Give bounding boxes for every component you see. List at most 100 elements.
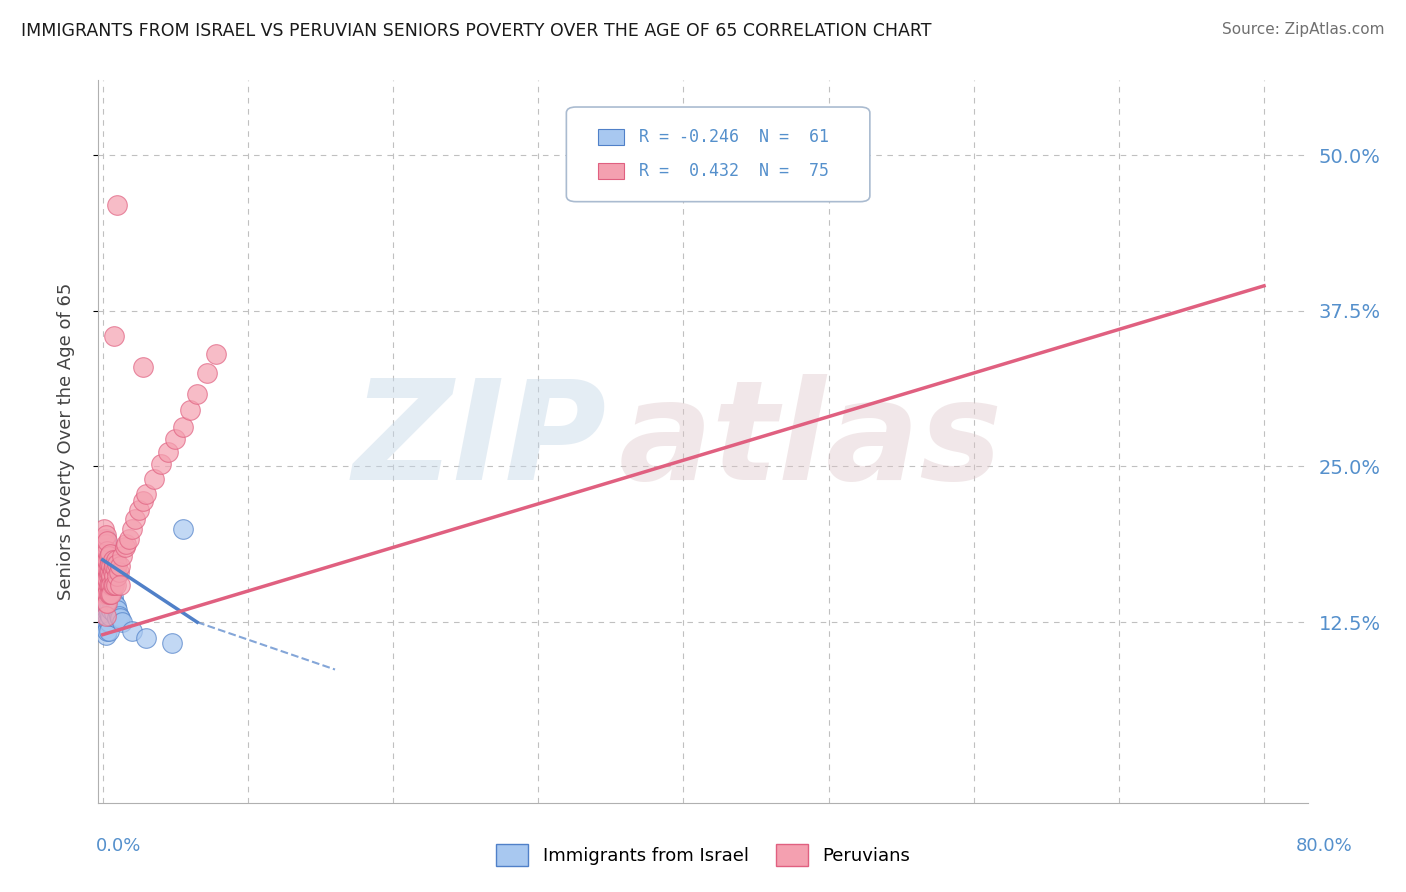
Point [97, 578, 120, 592]
Point [96, 586, 118, 600]
Point [100, 569, 122, 583]
Point [96, 534, 118, 549]
Point [101, 578, 124, 592]
Point [172, 522, 194, 536]
Point [100, 603, 122, 617]
Point [97, 615, 120, 630]
Point [205, 347, 228, 361]
Point [96, 603, 118, 617]
Point [124, 512, 146, 526]
Point [94, 569, 117, 583]
Point [96, 597, 118, 611]
Point [97, 566, 120, 580]
Point [103, 578, 125, 592]
Point [93, 547, 115, 561]
Point [93, 578, 115, 592]
Point [149, 457, 172, 471]
Point [98, 609, 121, 624]
Text: Source: ZipAtlas.com: Source: ZipAtlas.com [1222, 22, 1385, 37]
Point [100, 594, 122, 608]
Point [114, 541, 136, 555]
Point [93, 522, 115, 536]
Point [128, 503, 150, 517]
Point [165, 432, 187, 446]
FancyBboxPatch shape [598, 128, 624, 145]
Text: IMMIGRANTS FROM ISRAEL VS PERUVIAN SENIORS POVERTY OVER THE AGE OF 65 CORRELATIO: IMMIGRANTS FROM ISRAEL VS PERUVIAN SENIO… [21, 22, 932, 40]
Point [105, 603, 128, 617]
Y-axis label: Seniors Poverty Over the Age of 65: Seniors Poverty Over the Age of 65 [56, 283, 75, 600]
Point [121, 624, 143, 638]
Point [101, 553, 124, 567]
Point [98, 599, 121, 613]
Point [101, 599, 124, 613]
Point [97, 549, 120, 563]
Point [103, 328, 125, 343]
Point [94, 621, 117, 635]
Point [100, 559, 122, 574]
Point [97, 624, 120, 638]
Point [162, 636, 184, 650]
Point [96, 553, 118, 567]
Text: ZIP: ZIP [352, 374, 606, 509]
Point [108, 559, 131, 574]
Point [96, 544, 118, 558]
Point [93, 532, 115, 546]
Text: 80.0%: 80.0% [1296, 837, 1353, 855]
Point [98, 582, 121, 596]
Point [97, 607, 120, 621]
Point [103, 569, 125, 583]
Text: R = -0.246  N =  61: R = -0.246 N = 61 [638, 128, 830, 145]
Point [195, 366, 218, 380]
Point [96, 594, 118, 608]
Point [96, 624, 118, 638]
Point [93, 566, 115, 580]
Point [93, 559, 115, 574]
Point [97, 586, 120, 600]
Point [132, 359, 155, 374]
Point [94, 609, 117, 624]
Point [105, 198, 128, 212]
Text: 0.0%: 0.0% [96, 837, 141, 855]
Point [96, 578, 118, 592]
Point [94, 547, 117, 561]
Point [93, 566, 115, 580]
Point [93, 578, 115, 592]
Point [100, 586, 122, 600]
Point [97, 597, 120, 611]
Point [103, 597, 125, 611]
Point [101, 561, 124, 575]
Point [94, 615, 117, 630]
Point [97, 569, 120, 583]
Point [94, 591, 117, 605]
Point [105, 611, 128, 625]
Point [94, 586, 117, 600]
Point [94, 541, 117, 555]
Point [111, 615, 134, 630]
Point [97, 578, 120, 592]
Point [132, 494, 155, 508]
Point [96, 615, 118, 630]
Point [103, 607, 125, 621]
Point [94, 578, 117, 592]
Point [97, 559, 120, 574]
Point [98, 578, 121, 592]
Point [101, 566, 124, 580]
Point [96, 586, 118, 600]
Point [94, 574, 117, 588]
Point [94, 609, 117, 624]
Point [142, 472, 165, 486]
Point [96, 569, 118, 583]
Point [94, 599, 117, 613]
Text: R =  0.432  N =  75: R = 0.432 N = 75 [638, 161, 830, 179]
Point [94, 537, 117, 551]
Text: atlas: atlas [619, 374, 1002, 509]
Legend: Immigrants from Israel, Peruvians: Immigrants from Israel, Peruvians [495, 844, 911, 866]
Point [100, 578, 122, 592]
Point [157, 444, 180, 458]
Point [107, 609, 129, 624]
Point [93, 591, 115, 605]
Point [105, 557, 128, 571]
Point [186, 387, 208, 401]
Point [98, 557, 121, 571]
Point [93, 572, 115, 586]
